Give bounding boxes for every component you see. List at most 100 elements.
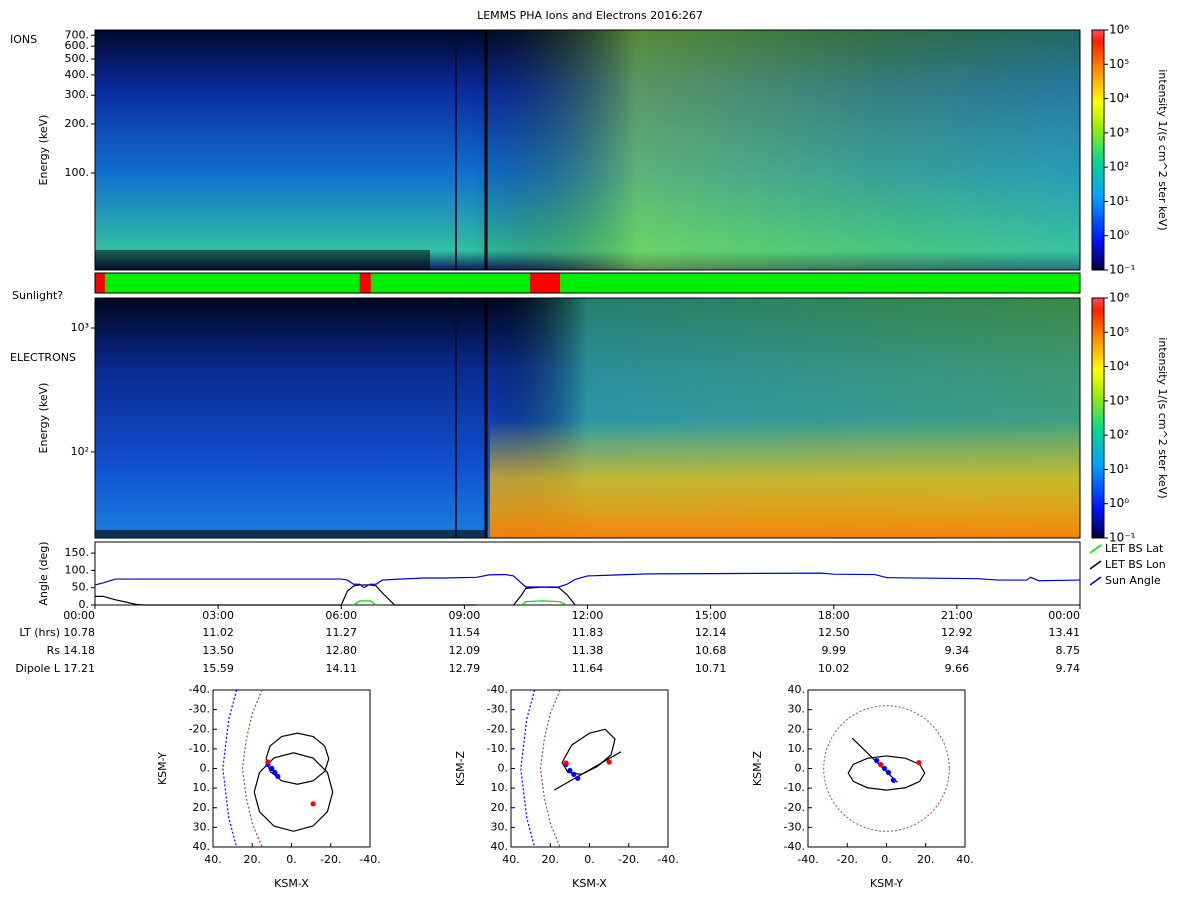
x-tick-label: 40. (204, 853, 222, 866)
spectrogram-image (95, 530, 485, 538)
y-tick-label: 700. (65, 28, 90, 41)
legend-swatch (1089, 576, 1102, 586)
plot-frame (510, 689, 669, 848)
y-tick-label: -40. (784, 840, 805, 853)
y-tick-label: 20. (491, 801, 509, 814)
y-tick-label: 50. (72, 581, 90, 594)
colorbar-tick-label: 10² (1109, 428, 1129, 442)
orbit-marker (563, 760, 569, 766)
colorbar-tick-label: 10⁶ (1109, 291, 1129, 305)
ephemeris-value: 11.38 (572, 644, 604, 657)
x-tick-label: 20. (244, 853, 262, 866)
state-interval (530, 273, 561, 293)
y-tick-label: 30. (193, 820, 211, 833)
ephemeris-value: 14.18 (64, 644, 96, 657)
legend-label: Sun Angle (1105, 574, 1161, 587)
orbit-marker (878, 761, 884, 768)
orbit-marker (874, 758, 880, 764)
y-tick-label: 10. (491, 781, 509, 794)
colorbar-tick-label: 10⁶ (1109, 23, 1129, 37)
legend-swatch (1089, 544, 1102, 554)
x-tick-label: 40. (502, 853, 520, 866)
colorbar-title: intensity 1/(s cm^2 ster keV) (1156, 337, 1169, 498)
y-tick-label: 20. (193, 801, 211, 814)
orbit-marker (881, 765, 888, 772)
x-tick-label: 40. (956, 853, 974, 866)
orbit-line (539, 689, 561, 848)
series-line (94, 572, 1081, 589)
legend-label: LET BS Lat (1105, 542, 1164, 555)
ephemeris-value: 10.78 (64, 626, 96, 639)
x-tick-label: 0. (286, 853, 297, 866)
ephemeris-value: 12.80 (326, 644, 358, 657)
orbit-marker (275, 773, 281, 779)
colorbar-tick-label: 10⁰ (1109, 228, 1129, 242)
state-bar-label: Sunlight? (12, 289, 63, 302)
y-tick-label: -10. (189, 742, 210, 755)
y-tick-label: 300. (65, 88, 90, 101)
x-tick-label: 09:00 (449, 609, 481, 622)
legend-label: LET BS Lon (1105, 558, 1166, 571)
ephemeris-value: 10.68 (695, 644, 727, 657)
ephemeris-value: 15.59 (202, 662, 234, 675)
spectrogram-image (95, 30, 1080, 270)
ephemeris-value: 9.66 (945, 662, 970, 675)
y-tick-label: -30. (189, 703, 210, 716)
state-bar-frame (94, 272, 1081, 294)
colorbar-tick-label: 10¹ (1109, 194, 1129, 208)
ephemeris-value: 12.09 (449, 644, 481, 657)
colorbar (1092, 30, 1104, 270)
x-axis-title: KSM-Y (870, 877, 903, 890)
ion-spectrogram (95, 30, 1104, 270)
x-tick-label: -20. (618, 853, 639, 866)
y-tick-label: 40. (193, 840, 211, 853)
ephemeris-value: 12.50 (818, 626, 850, 639)
x-tick-label: 18:00 (818, 609, 850, 622)
ephemeris-row-label: LT (hrs) (19, 626, 60, 639)
x-tick-label: 12:00 (572, 609, 604, 622)
y-tick-label: -20. (784, 801, 805, 814)
y-tick-label: 600. (65, 39, 90, 52)
y-tick-label: 30. (491, 820, 509, 833)
panel-label: ELECTRONS (10, 351, 76, 364)
orbit-marker (265, 759, 271, 765)
ephemeris-value: 10.02 (818, 662, 850, 675)
y-tick-label: 30. (788, 703, 806, 716)
panel-frame (94, 29, 1081, 271)
spectrogram-image (490, 420, 1080, 538)
colorbar-tick-label: 10² (1109, 160, 1129, 174)
y-tick-label: 40. (491, 840, 509, 853)
x-tick-label: 00:00 (63, 609, 95, 622)
colorbar (1092, 298, 1104, 538)
colorbar-tick-label: 10⁻¹ (1109, 263, 1136, 277)
y-axis-title: KSM-Z (751, 750, 764, 786)
boundary-circle (823, 705, 950, 832)
y-tick-label: 20. (788, 722, 806, 735)
x-tick-label: 20. (542, 853, 560, 866)
y-tick-label: 400. (65, 68, 90, 81)
y-tick-label: 10² (71, 445, 89, 458)
orbit-line (253, 752, 334, 832)
x-tick-label: 20. (917, 853, 935, 866)
ephemeris-value: 17.21 (64, 662, 96, 675)
x-tick-label: -40. (359, 853, 380, 866)
y-tick-label: -30. (784, 820, 805, 833)
ephemeris-value: 12.14 (695, 626, 727, 639)
y-tick-label: -30. (487, 703, 508, 716)
orbit-line (241, 689, 263, 848)
orbit-line (847, 755, 926, 791)
colorbar-title: intensity 1/(s cm^2 ster keV) (1156, 69, 1169, 230)
y-tick-label: 40. (788, 683, 806, 696)
y-tick-label: -10. (487, 742, 508, 755)
ephemeris-value: 9.34 (945, 644, 970, 657)
colorbar-tick-label: 10⁰ (1109, 496, 1129, 510)
orbit-marker (310, 801, 316, 807)
y-tick-label: -40. (487, 683, 508, 696)
x-axis-title: KSM-X (572, 877, 607, 890)
ephemeris-value: 12.79 (449, 662, 481, 675)
colorbar-frame (1091, 29, 1105, 271)
orbit-line (520, 689, 536, 848)
angle-panel-frame (94, 541, 1081, 606)
legend-swatch (1089, 560, 1102, 570)
